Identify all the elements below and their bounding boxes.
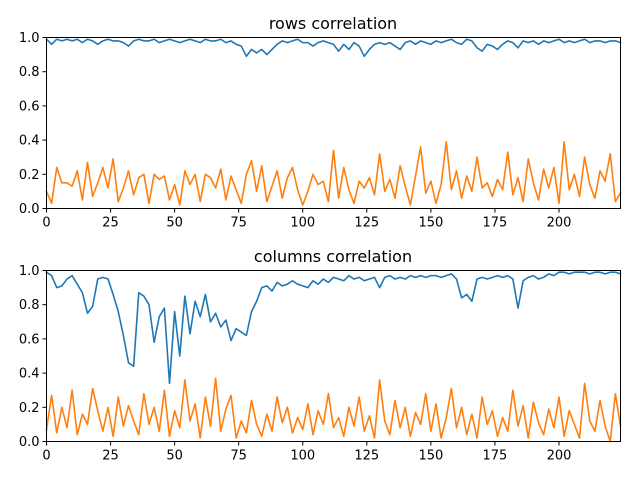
y-tick-label: 0.0 (19, 202, 40, 217)
y-tick-label: 0.8 (19, 65, 40, 80)
y-tick-label: 0.4 (19, 134, 40, 149)
series-layer (45, 271, 622, 443)
axes-frame (46, 270, 621, 442)
blue-series-line (45, 38, 622, 58)
x-tick-label: 0 (42, 216, 50, 231)
x-tick-label: 75 (230, 216, 247, 231)
orange-series-line (45, 377, 622, 443)
orange-series-line (45, 141, 622, 206)
y-axis-ticks: 0.0 0.2 0.4 0.6 0.8 1.0 (19, 31, 47, 217)
chart-title: rows correlation (269, 14, 397, 33)
x-tick-label: 100 (290, 449, 315, 464)
x-tick-label: 175 (483, 449, 508, 464)
y-tick-label: 0.0 (19, 435, 40, 450)
x-tick-label: 25 (102, 449, 119, 464)
axes-frame (46, 37, 621, 209)
y-tick-label: 0.2 (19, 401, 40, 416)
y-tick-label: 0.6 (19, 99, 40, 114)
y-tick-label: 0.2 (19, 168, 40, 183)
x-tick-label: 50 (166, 449, 183, 464)
x-tick-label: 0 (42, 449, 50, 464)
x-tick-label: 200 (547, 449, 572, 464)
blue-series-line (45, 271, 622, 385)
rows-correlation-chart: rows correlation 0 25 50 75 100 125 150 175 200 … (19, 14, 622, 231)
x-tick-label: 125 (354, 449, 379, 464)
x-tick-label: 25 (102, 216, 119, 231)
x-tick-label: 75 (230, 449, 247, 464)
y-tick-label: 0.6 (19, 332, 40, 347)
y-tick-label: 0.8 (19, 298, 40, 313)
x-tick-label: 150 (418, 216, 443, 231)
x-axis-ticks: 0 25 50 75 100 125 150 175 200 (42, 441, 572, 464)
columns-correlation-chart: columns correlation 0 25 50 75 100 125 150 175 2… (19, 247, 622, 464)
x-tick-label: 200 (547, 216, 572, 231)
x-tick-label: 150 (418, 449, 443, 464)
y-tick-label: 0.4 (19, 367, 40, 382)
y-axis-ticks: 0.0 0.2 0.4 0.6 0.8 1.0 (19, 264, 47, 450)
y-tick-label: 1.0 (19, 264, 40, 279)
x-tick-label: 100 (290, 216, 315, 231)
chart-title: columns correlation (254, 247, 412, 266)
x-tick-label: 50 (166, 216, 183, 231)
x-axis-ticks: 0 25 50 75 100 125 150 175 200 (42, 208, 572, 231)
y-tick-label: 1.0 (19, 31, 40, 46)
series-layer (45, 38, 622, 206)
x-tick-label: 125 (354, 216, 379, 231)
x-tick-label: 175 (483, 216, 508, 231)
